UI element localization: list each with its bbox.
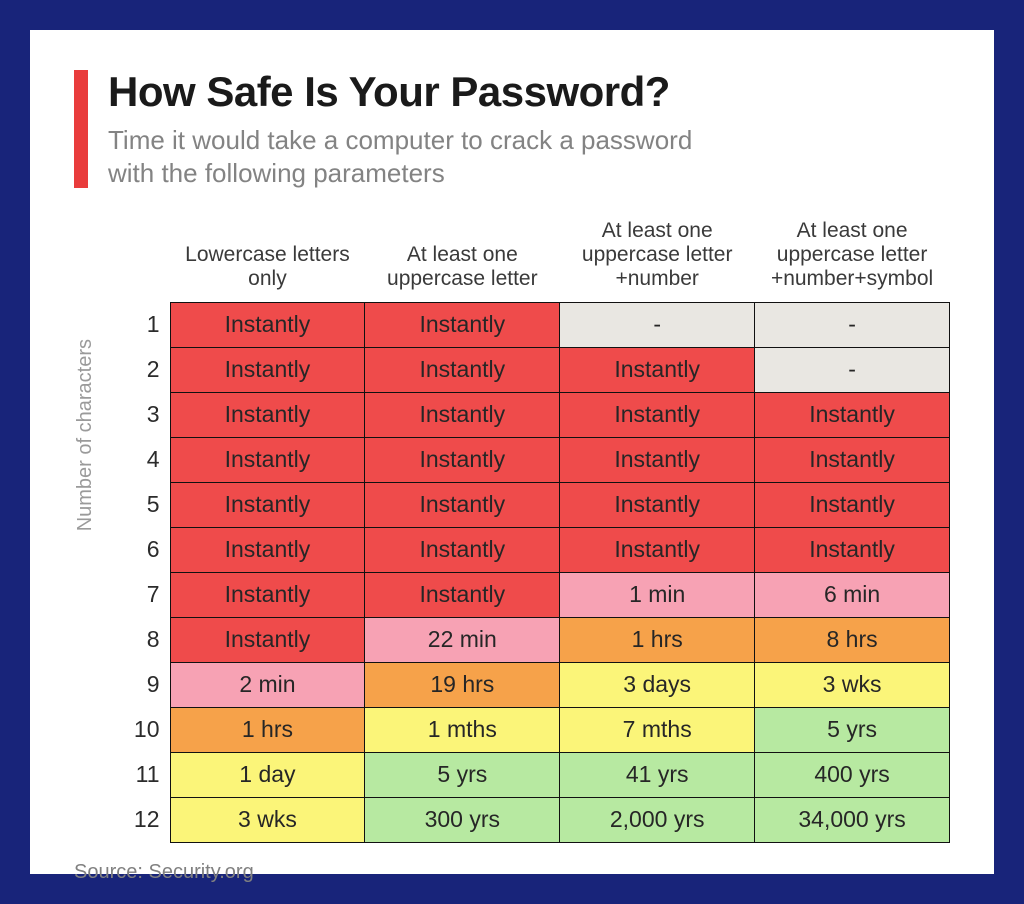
accent-bar: [74, 70, 88, 188]
source-label: Source: Security.org: [74, 861, 950, 884]
table-cell: 22 min: [365, 617, 560, 662]
table-cell: 5 yrs: [365, 752, 560, 797]
password-strength-table: Lowercase letters only At least one uppe…: [114, 215, 950, 842]
table-cell: Instantly: [170, 437, 365, 482]
table-header-row: Lowercase letters only At least one uppe…: [114, 215, 950, 302]
table-body: 1InstantlyInstantly--2InstantlyInstantly…: [114, 302, 950, 842]
table-cell: 7 mths: [560, 707, 755, 752]
table-cell: 34,000 yrs: [755, 797, 950, 842]
table-cell: Instantly: [755, 437, 950, 482]
table-cell: Instantly: [560, 347, 755, 392]
table-cell: Instantly: [755, 527, 950, 572]
table-row: 111 day5 yrs41 yrs400 yrs: [114, 752, 950, 797]
table-cell: Instantly: [170, 347, 365, 392]
table-cell: Instantly: [365, 347, 560, 392]
table-cell: 1 hrs: [560, 617, 755, 662]
table-cell: 3 wks: [170, 797, 365, 842]
table-cell: -: [755, 302, 950, 347]
page-title: How Safe Is Your Password?: [108, 70, 950, 114]
table-cell: Instantly: [170, 482, 365, 527]
table-cell: 400 yrs: [755, 752, 950, 797]
y-axis-label: Number of characters: [74, 339, 97, 531]
table-cell: Instantly: [170, 302, 365, 347]
table-cell: 6 min: [755, 572, 950, 617]
table-cell: Instantly: [365, 572, 560, 617]
row-number: 6: [114, 527, 170, 572]
table-cell: 1 hrs: [170, 707, 365, 752]
table-cell: Instantly: [365, 482, 560, 527]
row-number: 11: [114, 752, 170, 797]
outer-frame: How Safe Is Your Password? Time it would…: [0, 0, 1024, 904]
table-cell: Instantly: [755, 392, 950, 437]
table-cell: 1 day: [170, 752, 365, 797]
row-number: 1: [114, 302, 170, 347]
table-row: 8Instantly22 min1 hrs8 hrs: [114, 617, 950, 662]
table-cell: Instantly: [365, 527, 560, 572]
table-cell: 1 mths: [365, 707, 560, 752]
row-number: 3: [114, 392, 170, 437]
table-cell: Instantly: [365, 302, 560, 347]
table-cell: -: [755, 347, 950, 392]
card: How Safe Is Your Password? Time it would…: [30, 30, 994, 874]
table-row: 101 hrs1 mths7 mths5 yrs: [114, 707, 950, 752]
header-text: How Safe Is Your Password? Time it would…: [108, 70, 950, 189]
table-cell: Instantly: [170, 572, 365, 617]
table-cell: Instantly: [560, 527, 755, 572]
table-cell: 2,000 yrs: [560, 797, 755, 842]
table-cell: Instantly: [365, 392, 560, 437]
table-cell: Instantly: [365, 437, 560, 482]
header-blank: [114, 215, 170, 302]
table-row: 2InstantlyInstantlyInstantly-: [114, 347, 950, 392]
table-cell: 8 hrs: [755, 617, 950, 662]
col-header: At least one uppercase letter: [365, 215, 560, 302]
table-cell: 5 yrs: [755, 707, 950, 752]
table-row: 123 wks300 yrs2,000 yrs34,000 yrs: [114, 797, 950, 842]
table-row: 7InstantlyInstantly1 min6 min: [114, 572, 950, 617]
table-cell: 41 yrs: [560, 752, 755, 797]
table-cell: -: [560, 302, 755, 347]
table-cell: 19 hrs: [365, 662, 560, 707]
row-number: 10: [114, 707, 170, 752]
page-subtitle: Time it would take a computer to crack a…: [108, 124, 728, 189]
table-cell: 3 wks: [755, 662, 950, 707]
table-cell: 3 days: [560, 662, 755, 707]
row-number: 8: [114, 617, 170, 662]
row-number: 2: [114, 347, 170, 392]
col-header: At least one uppercase letter +number: [560, 215, 755, 302]
row-number: 4: [114, 437, 170, 482]
table-cell: Instantly: [755, 482, 950, 527]
table-cell: Instantly: [560, 482, 755, 527]
table-row: 4InstantlyInstantlyInstantlyInstantly: [114, 437, 950, 482]
row-number: 7: [114, 572, 170, 617]
row-number: 5: [114, 482, 170, 527]
table-container: Number of characters Lowercase letters o…: [74, 215, 950, 842]
row-number: 9: [114, 662, 170, 707]
table-cell: Instantly: [560, 392, 755, 437]
table-row: 92 min19 hrs3 days3 wks: [114, 662, 950, 707]
table-cell: 1 min: [560, 572, 755, 617]
header: How Safe Is Your Password? Time it would…: [74, 70, 950, 189]
table-cell: Instantly: [560, 437, 755, 482]
table-cell: Instantly: [170, 392, 365, 437]
col-header: At least one uppercase letter +number+sy…: [755, 215, 950, 302]
table-cell: 2 min: [170, 662, 365, 707]
col-header: Lowercase letters only: [170, 215, 365, 302]
table-row: 5InstantlyInstantlyInstantlyInstantly: [114, 482, 950, 527]
table-row: 6InstantlyInstantlyInstantlyInstantly: [114, 527, 950, 572]
table-row: 3InstantlyInstantlyInstantlyInstantly: [114, 392, 950, 437]
table-row: 1InstantlyInstantly--: [114, 302, 950, 347]
table-cell: 300 yrs: [365, 797, 560, 842]
row-number: 12: [114, 797, 170, 842]
table-cell: Instantly: [170, 527, 365, 572]
table-cell: Instantly: [170, 617, 365, 662]
